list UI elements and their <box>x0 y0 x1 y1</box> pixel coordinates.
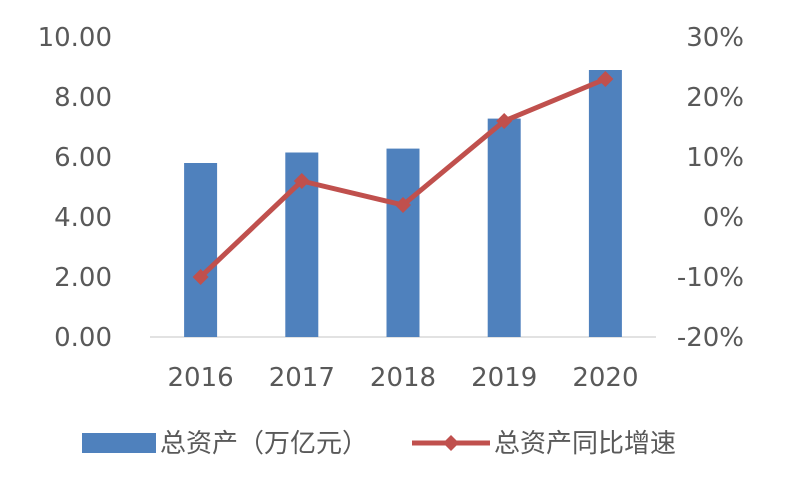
legend-bar-label: 总资产（万亿元） <box>160 429 368 459</box>
left-tick-label: 8.00 <box>54 83 112 113</box>
x-axis: 2016 2017 2018 2019 2020 <box>168 363 639 393</box>
x-tick-label: 2019 <box>471 363 537 393</box>
bar <box>386 148 420 337</box>
legend-line-label: 总资产同比增速 <box>494 429 676 459</box>
data-point <box>192 269 209 285</box>
right-tick-label: 0% <box>703 203 744 233</box>
left-tick-label: 0.00 <box>54 323 112 353</box>
left-tick-label: 2.00 <box>54 263 112 293</box>
x-tick-label: 2017 <box>269 363 335 393</box>
data-point <box>293 173 310 189</box>
left-tick-label: 6.00 <box>54 143 112 173</box>
legend-bar-swatch <box>82 433 156 453</box>
x-tick-label: 2018 <box>370 363 436 393</box>
data-point <box>395 197 411 213</box>
x-tick-label: 2020 <box>572 363 638 393</box>
right-axis: 30% 20% 10% 0% -10% -20% <box>677 23 744 353</box>
x-tick-label: 2016 <box>168 363 234 393</box>
right-tick-label: 30% <box>686 23 744 53</box>
legend: 总资产（万亿元） 总资产同比增速 <box>82 429 676 459</box>
right-tick-label: -10% <box>677 263 744 293</box>
data-point <box>496 113 513 129</box>
bar <box>588 70 622 337</box>
right-tick-label: -20% <box>677 323 744 353</box>
right-tick-label: 10% <box>686 143 744 173</box>
data-point <box>597 71 614 87</box>
line-series <box>192 71 614 285</box>
legend-line-marker <box>443 435 459 451</box>
bar <box>487 118 521 337</box>
left-tick-label: 4.00 <box>54 203 112 233</box>
bar <box>184 163 218 337</box>
right-tick-label: 20% <box>686 83 744 113</box>
left-axis: 10.00 8.00 6.00 4.00 2.00 0.00 <box>38 23 112 353</box>
left-tick-label: 10.00 <box>38 23 112 53</box>
